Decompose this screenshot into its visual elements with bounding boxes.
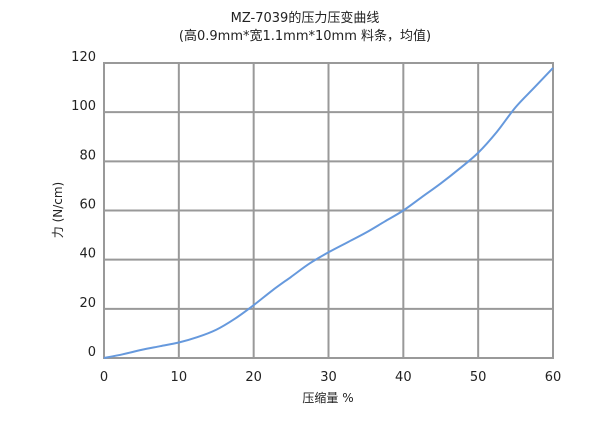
x-tick-label: 10 [171, 370, 188, 385]
x-tick-label: 0 [100, 370, 108, 385]
y-tick-label: 0 [88, 345, 96, 360]
x-axis-label: 压缩量 % [302, 390, 353, 405]
y-tick-label: 80 [79, 148, 96, 163]
x-tick-label: 20 [245, 370, 262, 385]
x-tick-label: 60 [545, 370, 562, 385]
y-tick-label: 40 [79, 247, 96, 262]
x-tick-label: 40 [395, 370, 412, 385]
x-tick-label: 50 [470, 370, 487, 385]
y-tick-label: 100 [71, 99, 96, 114]
series-line [103, 67, 554, 359]
y-tick-labels: 0 20 40 60 80 100 120 [71, 50, 96, 360]
chart-subtitle: (高0.9mm*宽1.1mm*10mm 料条，均值) [179, 28, 431, 44]
y-tick-label: 20 [79, 296, 96, 311]
chart-title: MZ-7039的压力压变曲线 [231, 10, 380, 26]
series-layer [103, 67, 554, 359]
grid [103, 62, 554, 359]
y-tick-label: 60 [79, 198, 96, 213]
y-axis-label: 力 (N/cm) [51, 182, 65, 239]
y-tick-label: 120 [71, 50, 96, 65]
x-tick-labels: 0 10 20 30 40 50 60 [100, 370, 561, 385]
x-tick-label: 30 [320, 370, 337, 385]
